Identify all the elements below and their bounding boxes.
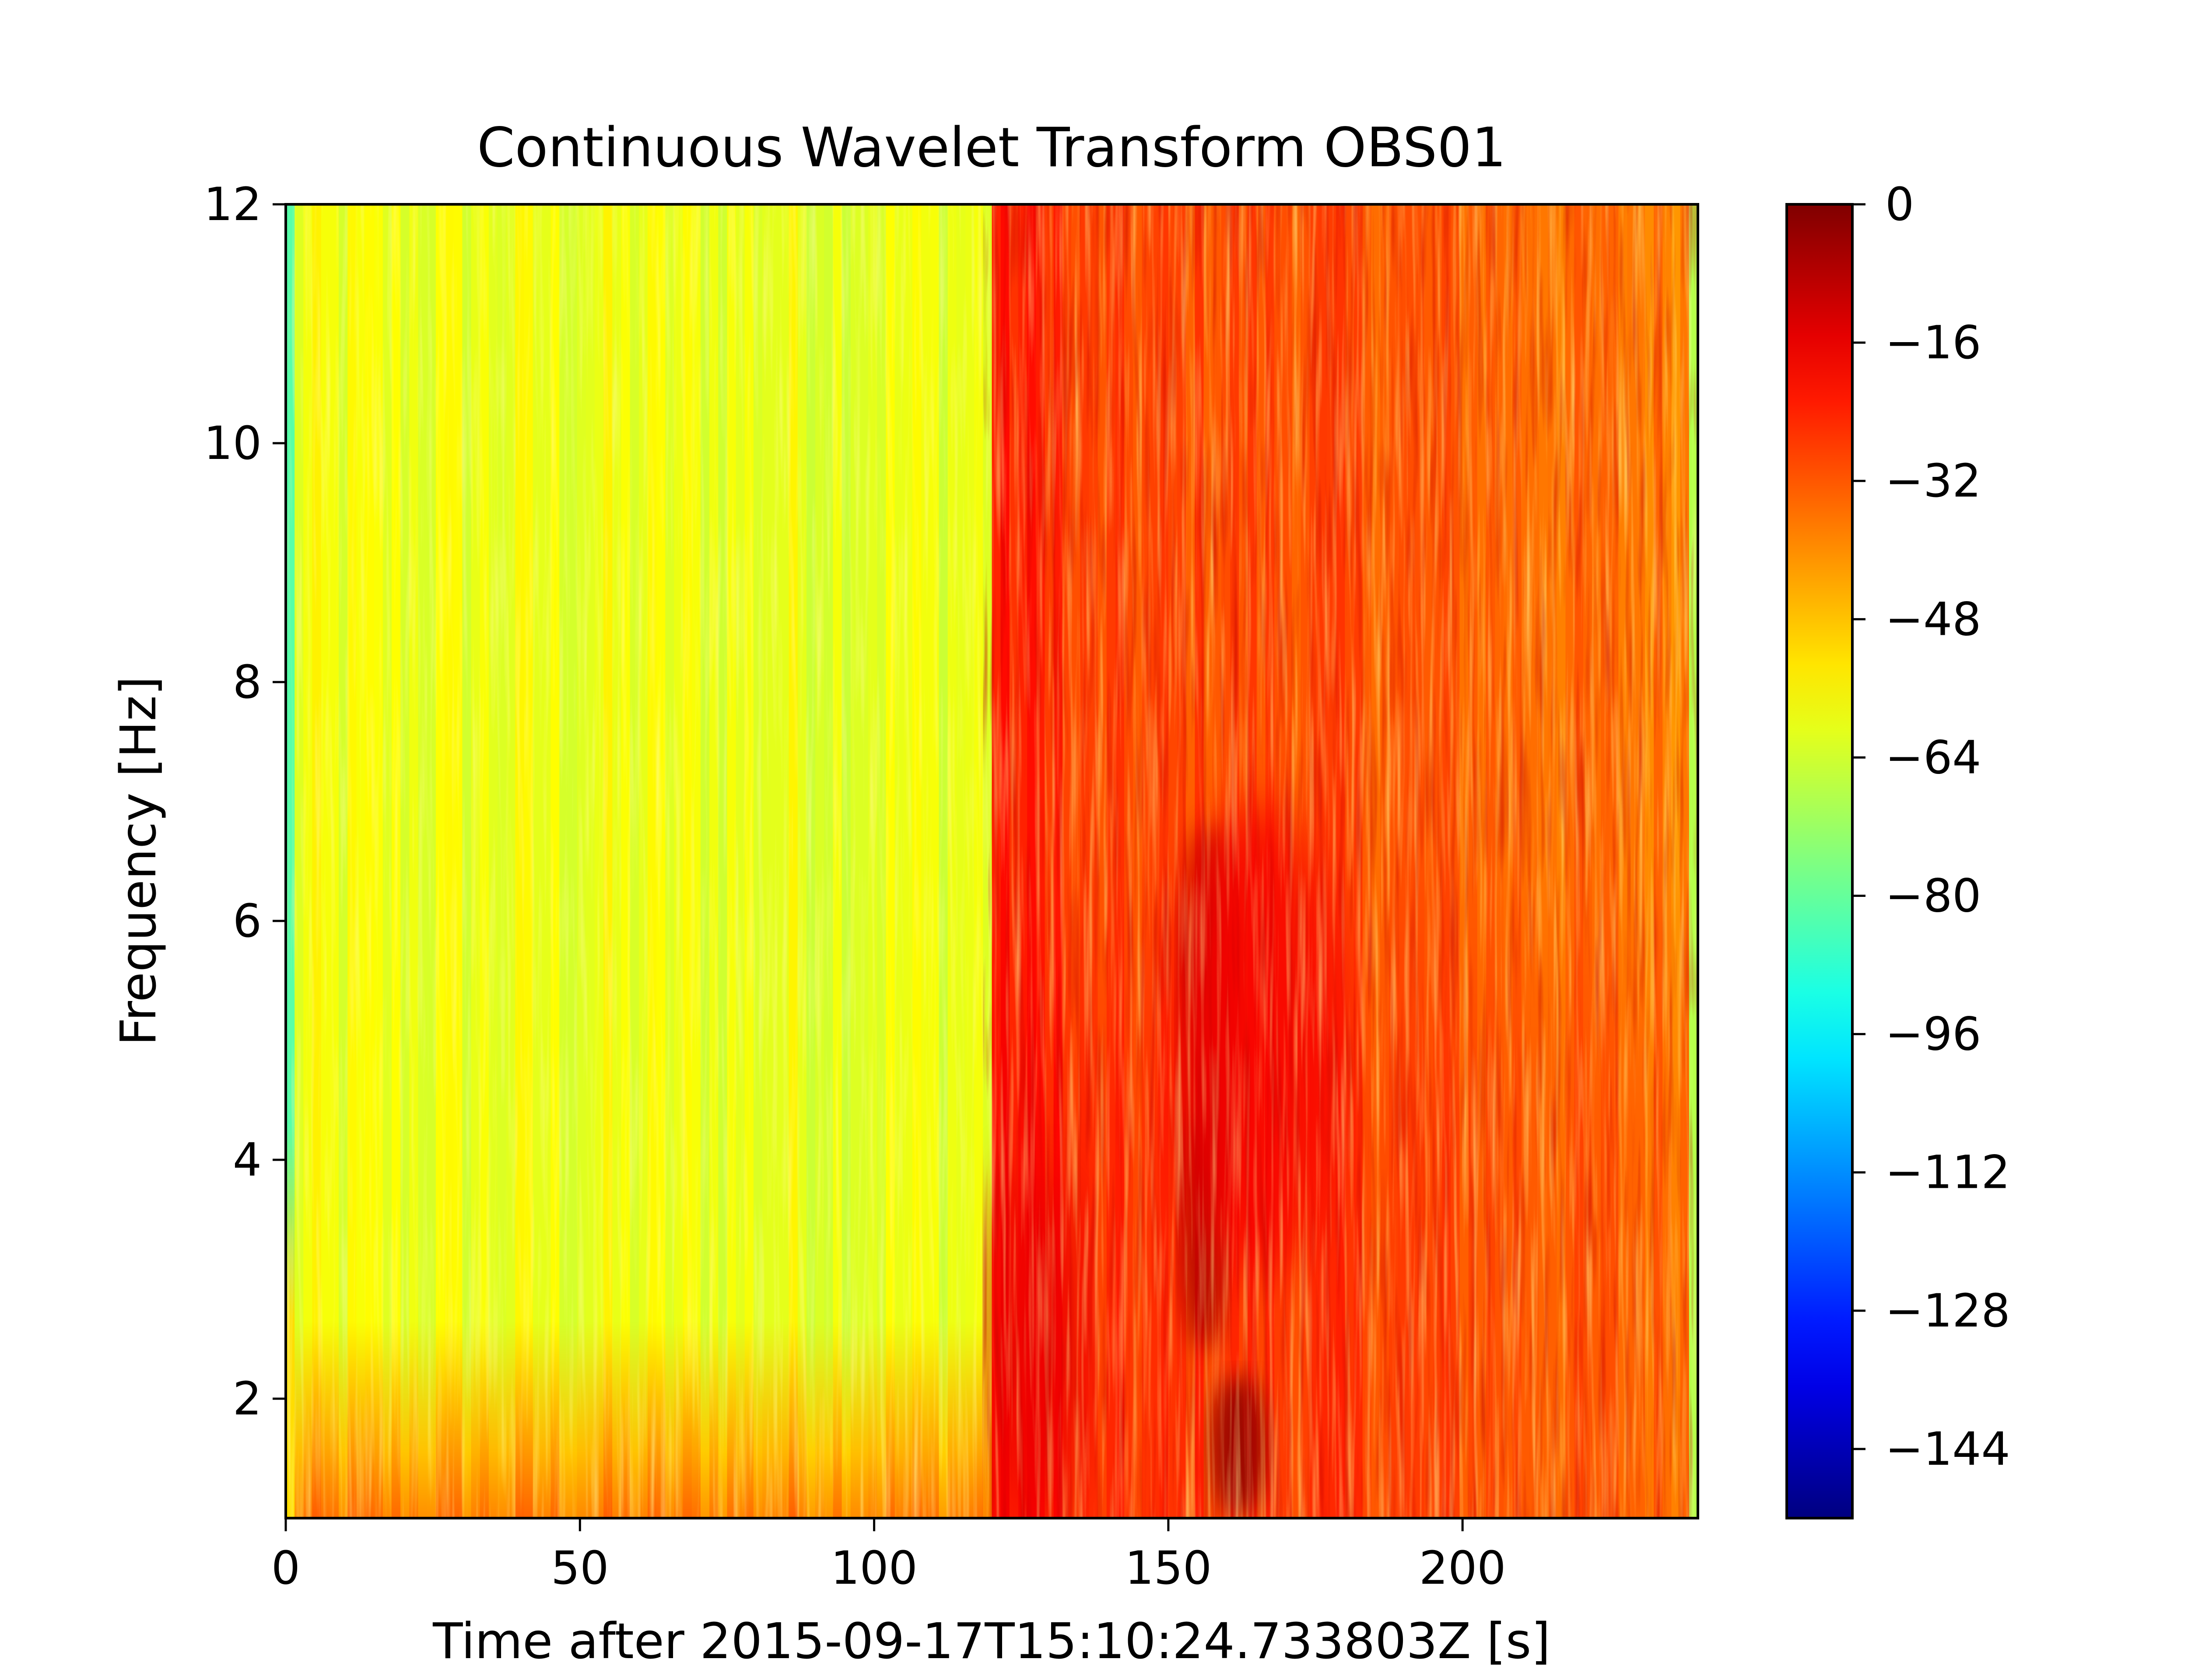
y-tick-label: 8 <box>233 655 262 709</box>
colorbar-tick-label: −112 <box>1885 1146 2010 1199</box>
x-tick-label: 50 <box>551 1541 609 1595</box>
y-tick-label: 4 <box>233 1133 262 1186</box>
colorbar-tick-label: −32 <box>1885 454 1981 508</box>
colorbar-ticks: 0 −16 −32 −48 −64 −80 −96 −112 −128 −144 <box>1852 178 2010 1476</box>
x-tick-label: 200 <box>1419 1541 1506 1595</box>
colorbar-tick-label: −96 <box>1885 1008 1981 1061</box>
colorbar-tick-label: −144 <box>1885 1422 2010 1476</box>
colorbar-frame <box>1785 203 1854 1519</box>
y-tick-label: 6 <box>233 894 262 948</box>
colorbar-tick-label: −64 <box>1885 731 1981 784</box>
colorbar <box>1787 204 1852 1518</box>
plot-frame <box>284 203 1699 1519</box>
x-tick-label: 0 <box>271 1541 300 1595</box>
colorbar-tick-label: −48 <box>1885 592 1981 646</box>
colorbar-tick-label: 0 <box>1885 178 1914 231</box>
x-tick-label: 100 <box>831 1541 918 1595</box>
x-tick-label: 150 <box>1125 1541 1212 1595</box>
colorbar-tick-label: −80 <box>1885 869 1981 923</box>
heatmap-plot-area <box>286 204 1698 1518</box>
y-axis-label: Frequency [Hz] <box>110 676 167 1046</box>
y-tick-label: 10 <box>204 416 262 470</box>
x-axis: 0 50 100 150 200 <box>271 1518 1506 1595</box>
y-tick-label: 12 <box>204 178 262 231</box>
heatmap-streak-texture-dark <box>983 204 1698 1518</box>
chart-title: Continuous Wavelet Transform OBS01 <box>477 116 1506 179</box>
colorbar-tick-label: −16 <box>1885 316 1981 369</box>
y-axis: 2 4 6 8 10 12 <box>204 178 286 1425</box>
y-tick-label: 2 <box>233 1372 262 1425</box>
x-axis-label: Time after 2015-09-17T15:10:24.733803Z [… <box>432 1613 1550 1670</box>
colorbar-tick-label: −128 <box>1885 1284 2010 1337</box>
